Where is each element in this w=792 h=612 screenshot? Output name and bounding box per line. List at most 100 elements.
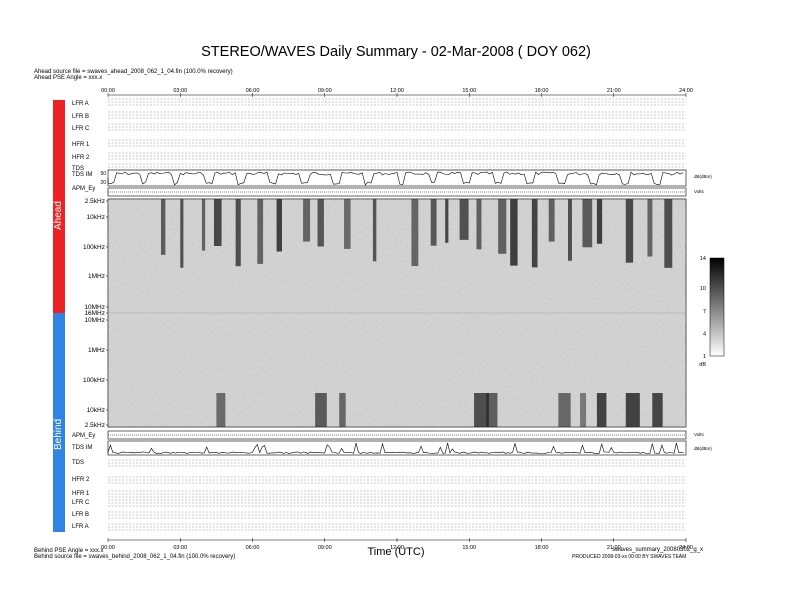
ahead-burst [344,199,351,249]
ahead-burst [625,199,634,263]
tds-unit: dB(dBm) [694,446,712,451]
behind-freq-tick: 10kHz [87,407,105,414]
ahead-burst [160,199,166,255]
time-tick-label-bottom: 03:00 [173,545,187,551]
behind-pse-angle: Behind PSE Angle = xxx.x [34,548,104,554]
colorbar [709,257,725,357]
ahead-pse-angle: Ahead PSE Angle = xxx.x [34,75,103,81]
time-tick-label-top: 24:00 [679,88,693,94]
colorbar-tick: 14 [700,256,706,262]
ahead-burst [476,199,482,250]
ahead-row-label: TDS [72,166,84,172]
behind-row-label: TDS [72,460,84,466]
time-tick-label-bottom: 09:00 [318,545,332,551]
ahead-row-label: LFR A [72,101,89,107]
ahead-row-label: APM_Ey [72,186,96,192]
behind-source-file: Behind source file = swaves_behind_2008_… [34,554,236,560]
behind-row-label: LFR B [72,512,90,518]
ahead-freq-tick: 10MHz [84,304,105,311]
behind-freq-tick: 16MHz [84,310,105,317]
behind-tds-im-frame [107,440,687,456]
behind-tds-im-trace [107,442,684,454]
colorbar-unit: dB [699,362,706,368]
colorbar-tick: 10 [700,286,706,292]
behind-freq-tick: 2.5kHz [85,422,105,429]
apm-unit: Volts [694,189,705,194]
apm-unit: Volts [694,432,705,437]
time-tick-label-top: 12:00 [390,88,404,94]
tds-tick: 50 [100,171,106,177]
time-tick-label-top: 06:00 [246,88,260,94]
behind-burst [652,393,663,427]
behind-row-label: HFR 1 [72,491,90,497]
behind-freq-tick: 1MHz [88,347,105,354]
tds-unit: dB(dBm) [694,174,712,179]
x-axis-label: Time (UTC) [367,546,425,558]
time-tick-label-top: 18:00 [535,88,549,94]
time-tick-label-bottom: 12:00 [390,545,404,551]
chart-title: STEREO/WAVES Daily Summary - 02-Mar-2008… [201,44,591,60]
time-tick-label-bottom: 00:00 [101,545,115,551]
ahead-burst [647,199,653,257]
footer-file: swaves_summary_20080302_g_x [612,547,704,553]
behind-burst [596,393,607,427]
time-tick-label-top: 09:00 [318,88,332,94]
ahead-burst [582,199,593,248]
time-tick-label-bottom: 24:00 [679,545,693,551]
time-tick-label-bottom: 18:00 [535,545,549,551]
ahead-burst [596,199,603,244]
behind-freq-tick: 10MHz [84,317,105,324]
behind-side-bar [53,313,65,532]
behind-burst [474,393,489,427]
ahead-burst [257,199,264,264]
ahead-freq-tick: 100kHz [83,244,105,251]
colorbar-tick: 7 [703,309,706,315]
ahead-side-bar [53,100,65,313]
behind-burst [580,393,587,427]
tds-tick: 20 [100,180,106,186]
behind-burst [315,393,327,427]
ahead-burst [430,199,437,246]
ahead-burst [459,199,469,240]
colorbar-tick: 4 [703,331,706,337]
time-tick-label-bottom: 21:00 [607,545,621,551]
ahead-burst [317,199,324,247]
behind-burst [486,393,498,427]
ahead-row-label: LFR B [72,114,90,120]
ahead-burst [213,199,222,246]
behind-burst [625,393,640,427]
ahead-burst [664,199,673,268]
ahead-burst [498,199,507,254]
ahead-burst [276,199,282,252]
ahead-burst [411,199,419,267]
time-tick-label-top: 21:00 [607,88,621,94]
behind-row-label: TDS IM [72,445,93,451]
ahead-burst [303,199,311,242]
behind-row-label: APM_Ey [72,433,96,439]
time-tick-label-bottom: 06:00 [246,545,260,551]
ahead-freq-tick: 10kHz [87,214,105,221]
behind-burst [339,393,346,427]
ahead-burst [180,199,184,268]
time-tick-label-top: 00:00 [101,88,115,94]
ahead-burst [531,199,538,268]
ahead-freq-tick: 1MHz [88,273,105,280]
behind-burst [558,393,571,427]
ahead-burst [201,199,206,251]
ahead-row-label: LFR C [72,126,90,132]
ahead-source-file: Ahead source file = swaves_ahead_2008_06… [34,69,233,75]
ahead-row-label: TDS IM [72,172,93,178]
colorbar-tick: 1 [703,354,706,360]
ahead-tds-im-trace [107,171,684,186]
ahead-burst [510,199,518,266]
time-tick-label-top: 03:00 [173,88,187,94]
time-tick-label-bottom: 15:00 [462,545,476,551]
ahead-row-label: HFR 1 [72,142,90,148]
footer-production: PRODUCED 2008-03-xx 00:00 BY SWAVES TEAM [572,554,687,560]
ahead-burst [567,199,572,261]
behind-freq-tick: 100kHz [83,377,105,384]
time-tick-label-top: 15:00 [462,88,476,94]
ahead-burst [548,199,555,242]
ahead-freq-tick: 2.5kHz [85,198,105,205]
